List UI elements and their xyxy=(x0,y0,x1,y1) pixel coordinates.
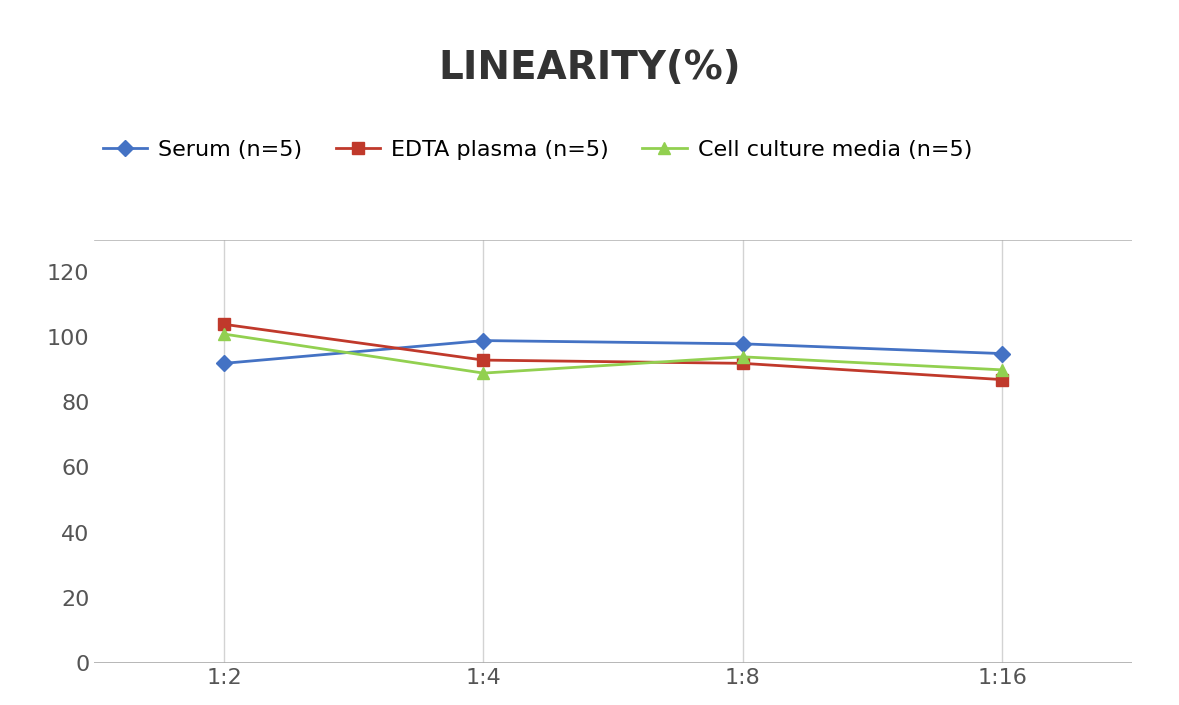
Serum (n=5) xyxy=(217,359,231,367)
Line: Cell culture media (n=5): Cell culture media (n=5) xyxy=(218,329,1008,379)
Cell culture media (n=5) xyxy=(995,366,1009,374)
Cell culture media (n=5) xyxy=(736,352,750,361)
EDTA plasma (n=5) xyxy=(995,375,1009,384)
EDTA plasma (n=5) xyxy=(736,359,750,367)
Legend: Serum (n=5), EDTA plasma (n=5), Cell culture media (n=5): Serum (n=5), EDTA plasma (n=5), Cell cul… xyxy=(93,131,981,168)
Text: LINEARITY(%): LINEARITY(%) xyxy=(439,49,740,87)
Line: EDTA plasma (n=5): EDTA plasma (n=5) xyxy=(218,319,1008,385)
Serum (n=5) xyxy=(736,340,750,348)
EDTA plasma (n=5) xyxy=(217,320,231,329)
Cell culture media (n=5) xyxy=(476,369,490,377)
Serum (n=5) xyxy=(476,336,490,345)
Cell culture media (n=5) xyxy=(217,330,231,338)
EDTA plasma (n=5) xyxy=(476,356,490,364)
Serum (n=5) xyxy=(995,350,1009,358)
Line: Serum (n=5): Serum (n=5) xyxy=(218,335,1008,369)
